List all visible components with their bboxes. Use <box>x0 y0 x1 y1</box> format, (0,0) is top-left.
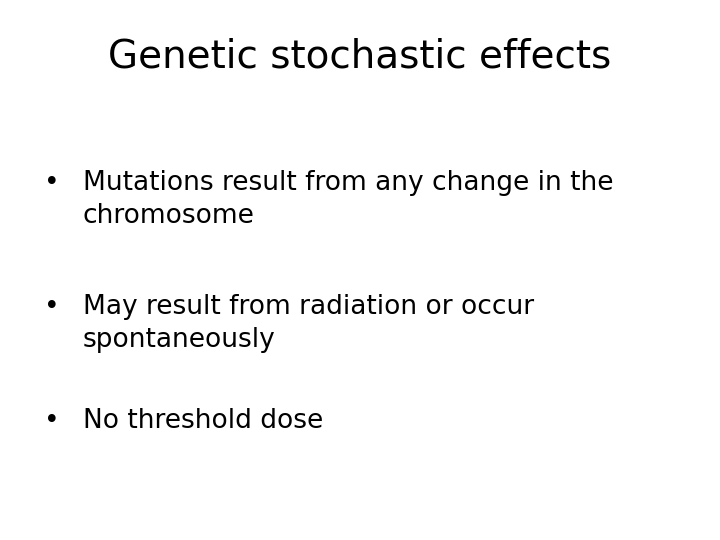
Text: •: • <box>44 294 60 320</box>
Text: Mutations result from any change in the
chromosome: Mutations result from any change in the … <box>83 170 613 229</box>
Text: May result from radiation or occur
spontaneously: May result from radiation or occur spont… <box>83 294 534 353</box>
Text: •: • <box>44 170 60 196</box>
Text: •: • <box>44 408 60 434</box>
Text: No threshold dose: No threshold dose <box>83 408 323 434</box>
Text: Genetic stochastic effects: Genetic stochastic effects <box>109 38 611 76</box>
